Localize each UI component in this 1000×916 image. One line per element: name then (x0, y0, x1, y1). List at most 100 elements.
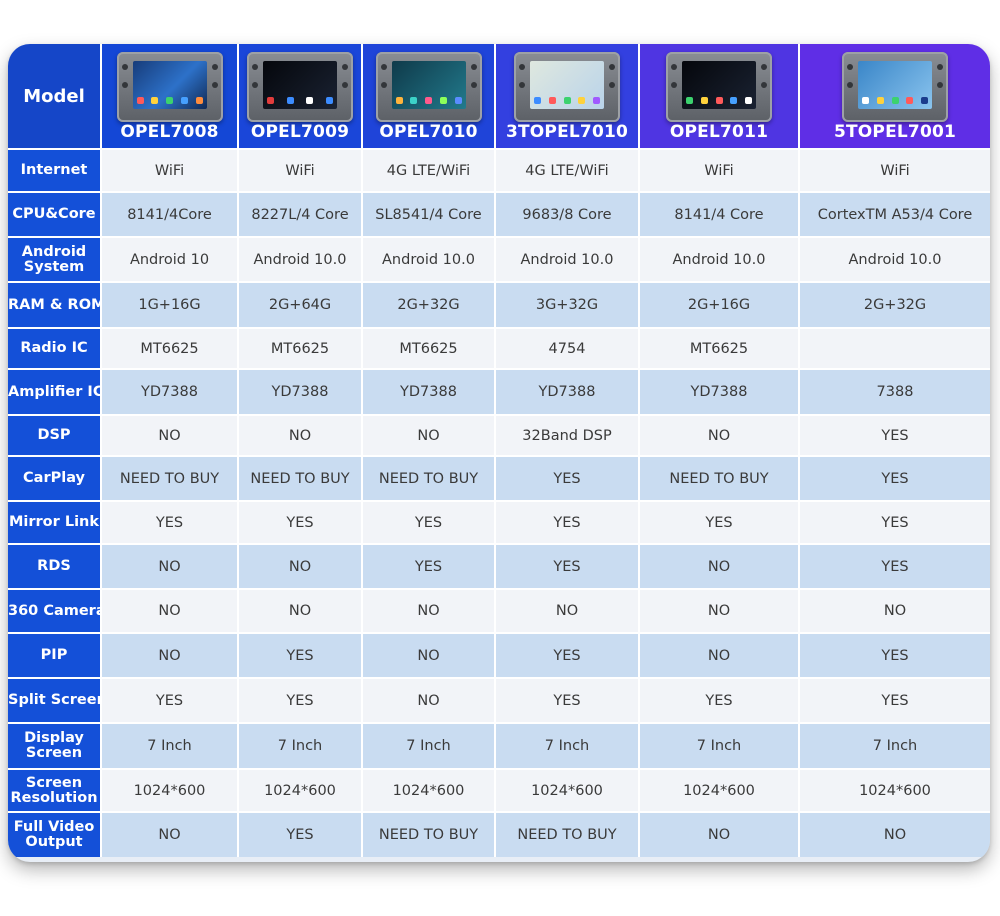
product-header: OPEL7011 (640, 44, 800, 150)
row-label: Amplifier IC (8, 370, 102, 416)
spec-cell: 7 Inch (496, 724, 640, 770)
spec-cell: CortexTM A53/4 Core (800, 193, 990, 238)
spec-cell: YES (363, 502, 496, 545)
spec-cell: YES (496, 502, 640, 545)
spec-cell: Android 10.0 (800, 238, 990, 283)
spec-cell: 1024*600 (239, 770, 363, 813)
comparison-card: Model OPEL7008 OPEL7009 (8, 44, 990, 862)
spec-comparison-table: Model OPEL7008 OPEL7009 (8, 44, 990, 857)
spec-cell: 1G+16G (102, 283, 239, 329)
spec-cell: YES (800, 545, 990, 590)
spec-cell: YES (496, 545, 640, 590)
spec-cell: NO (239, 545, 363, 590)
product-header: OPEL7009 (239, 44, 363, 150)
spec-cell: NO (102, 545, 239, 590)
spec-cell: 1024*600 (496, 770, 640, 813)
spec-cell: 7 Inch (640, 724, 800, 770)
spec-cell: NO (363, 679, 496, 724)
spec-row: Screen Resolution 1024*600 1024*600 1024*600… (8, 770, 990, 813)
spec-cell: 1024*600 (102, 770, 239, 813)
spec-cell: NEED TO BUY (640, 457, 800, 502)
product-header: OPEL7010 (363, 44, 496, 150)
spec-cell: WiFi (640, 150, 800, 193)
spec-cell: 7388 (800, 370, 990, 416)
spec-cell: WiFi (800, 150, 990, 193)
spec-cell: NO (800, 813, 990, 857)
row-label: Internet (8, 150, 102, 193)
spec-cell: NO (239, 590, 363, 634)
spec-cell: 32Band DSP (496, 416, 640, 457)
row-label: Android System (8, 238, 102, 283)
spec-cell: YD7388 (239, 370, 363, 416)
spec-cell: YES (640, 502, 800, 545)
spec-row: Full Video Output NO YES NEED TO BUY NEED TO … (8, 813, 990, 857)
spec-row: CPU&Core 8141/4Core 8227L/4 Core SL8541/4 C… (8, 193, 990, 238)
spec-cell: NEED TO BUY (363, 813, 496, 857)
row-label: Screen Resolution (8, 770, 102, 813)
spec-cell: WiFi (239, 150, 363, 193)
row-label: Display Screen (8, 724, 102, 770)
row-label: RDS (8, 545, 102, 590)
spec-cell: YES (239, 634, 363, 679)
spec-cell: YES (800, 502, 990, 545)
product-name: OPEL7008 (120, 122, 219, 142)
spec-row: PIP NO YES NO YES NO YES (8, 634, 990, 679)
spec-row: Mirror Link YES YES YES YES YES YES (8, 502, 990, 545)
product-name: OPEL7010 (379, 122, 478, 142)
spec-row: RDS NO NO YES YES NO YES (8, 545, 990, 590)
spec-cell: 2G+32G (800, 283, 990, 329)
spec-cell: YES (496, 457, 640, 502)
spec-cell: YES (239, 679, 363, 724)
spec-cell: NEED TO BUY (496, 813, 640, 857)
header-row: Model OPEL7008 OPEL7009 (8, 44, 990, 150)
spec-cell: NO (640, 813, 800, 857)
spec-cell: 8141/4 Core (640, 193, 800, 238)
spec-cell: YD7388 (496, 370, 640, 416)
spec-row: Display Screen 7 Inch 7 Inch 7 Inch 7 Inch 7 I… (8, 724, 990, 770)
spec-cell: YES (496, 634, 640, 679)
spec-cell: NO (102, 634, 239, 679)
car-radio-unit-image (247, 52, 353, 122)
row-label: DSP (8, 416, 102, 457)
spec-row: DSP NO NO NO 32Band DSP NO YES (8, 416, 990, 457)
spec-cell: NEED TO BUY (102, 457, 239, 502)
car-radio-unit-image (375, 52, 482, 122)
car-radio-unit-image (514, 52, 620, 122)
product-header: 3TOPEL7010 (496, 44, 640, 150)
spec-cell: 7 Inch (239, 724, 363, 770)
spec-cell: 7 Inch (102, 724, 239, 770)
spec-cell: Android 10.0 (640, 238, 800, 283)
spec-row: Radio IC MT6625 MT6625 MT6625 4754 MT6625 (8, 329, 990, 370)
spec-cell: SL8541/4 Core (363, 193, 496, 238)
spec-row: Internet WiFi WiFi 4G LTE/WiFi 4G LTE/WiFi Wi… (8, 150, 990, 193)
spec-cell: 8227L/4 Core (239, 193, 363, 238)
spec-cell: NO (640, 416, 800, 457)
spec-cell: MT6625 (363, 329, 496, 370)
spec-cell: YES (800, 416, 990, 457)
spec-cell: YD7388 (102, 370, 239, 416)
spec-cell: NO (363, 590, 496, 634)
spec-cell: 1024*600 (800, 770, 990, 813)
spec-cell: YES (102, 679, 239, 724)
row-label: Split Screen (8, 679, 102, 724)
spec-cell: MT6625 (640, 329, 800, 370)
spec-cell: 2G+32G (363, 283, 496, 329)
spec-cell: YES (640, 679, 800, 724)
spec-cell: 3G+32G (496, 283, 640, 329)
spec-cell: YD7388 (363, 370, 496, 416)
spec-cell: 9683/8 Core (496, 193, 640, 238)
spec-row: Android System Android 10 Android 10.0 Andro… (8, 238, 990, 283)
spec-cell: NO (239, 416, 363, 457)
row-label: Radio IC (8, 329, 102, 370)
spec-cell: NO (363, 634, 496, 679)
spec-row: RAM & ROM 1G+16G 2G+64G 2G+32G 3G+32G 2G+16G 2… (8, 283, 990, 329)
row-label: RAM & ROM (8, 283, 102, 329)
spec-cell: NO (640, 590, 800, 634)
spec-cell: 1024*600 (640, 770, 800, 813)
spec-cell: Android 10.0 (363, 238, 496, 283)
spec-cell: YES (800, 634, 990, 679)
spec-cell (800, 329, 990, 370)
spec-cell: Android 10.0 (496, 238, 640, 283)
spec-cell: NEED TO BUY (363, 457, 496, 502)
spec-row: CarPlay NEED TO BUY NEED TO BUY NEED TO BUY… (8, 457, 990, 502)
